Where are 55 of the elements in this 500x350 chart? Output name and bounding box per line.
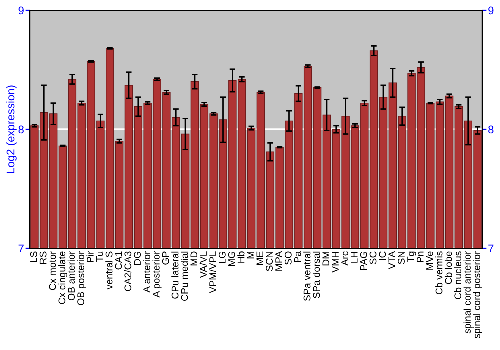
x-tick-label: SCN xyxy=(266,252,273,272)
y2-tick-label: 8 xyxy=(488,126,494,134)
x-tick-label: MD xyxy=(190,252,198,266)
x-tick-label: Cx motor xyxy=(49,251,56,290)
x-tick-label: MG xyxy=(228,252,236,266)
x-tick-label: ME xyxy=(256,252,264,266)
x-tick-label: VA/VL xyxy=(200,252,208,278)
x-tick-label: CPu medial xyxy=(181,252,188,302)
x-tick-label: spinal cord posterior xyxy=(473,251,482,339)
x-tick-label: SPa dorsal xyxy=(312,252,320,298)
x-tick-label: CA1 xyxy=(115,252,122,270)
x-tick-label: CA2/CA3 xyxy=(124,252,132,292)
x-tick-label: SPa ventral xyxy=(304,252,311,302)
x-tick-label: SC xyxy=(370,252,377,264)
x-tick-label: SN xyxy=(398,252,405,264)
x-tick-label: LS xyxy=(30,252,38,262)
x-tick-label: IC xyxy=(379,252,386,260)
x-tick-label: RS xyxy=(40,252,47,264)
x-tick-label: Cb vermis xyxy=(436,252,443,295)
x-tick-label: MVe xyxy=(426,252,434,270)
x-tick-label: DG xyxy=(134,252,142,266)
x-tick-label: A anterior xyxy=(143,251,150,293)
x-tick-label: LG xyxy=(218,252,226,264)
x-tick-label: PAG xyxy=(360,252,368,270)
x-tick-label: Cb nucleus xyxy=(454,252,462,300)
x-tick-label: M xyxy=(247,252,254,259)
x-tick-label: SO xyxy=(284,252,292,265)
x-tick-label: VTA xyxy=(388,251,396,270)
x-tick-label: VPM/VPL xyxy=(209,252,216,294)
x-tick-label: Pn xyxy=(417,252,424,262)
x-tick-label: Cx cingulate xyxy=(58,252,68,304)
x-tick-label: OB posterior xyxy=(77,251,86,306)
x-tick-label: OB anterior xyxy=(68,251,76,301)
x-tick-label: LH xyxy=(351,252,358,263)
x-tick-label: GP xyxy=(162,252,170,265)
y2-tick-label: 9 xyxy=(488,6,494,15)
x-tick-label: A posterior xyxy=(152,251,162,298)
x-tick-label: VMH xyxy=(332,252,339,273)
x-tick-label: Cb lobe xyxy=(444,252,452,284)
x-tick-label: spinal cord anterior xyxy=(464,251,473,334)
x-tick-label: MPA xyxy=(276,251,282,271)
x-tick-label: ventral S xyxy=(106,252,113,290)
x-tick-label: Hb xyxy=(238,252,245,263)
y-axis-title: Log2 (expression) xyxy=(6,86,17,174)
x-tick-label: Tg xyxy=(408,252,416,262)
x-tick-label: CPu lateral xyxy=(172,252,179,299)
x-tick-label: Arc xyxy=(342,252,348,266)
x-tick-label: Pa xyxy=(294,251,302,262)
y-tick-label: 9 xyxy=(18,6,24,15)
y-tick-label: 7 xyxy=(18,244,24,253)
y-tick-label: 8 xyxy=(18,126,24,134)
y2-tick-label: 7 xyxy=(488,244,494,253)
x-tick-label: Tu xyxy=(96,252,104,262)
x-tick-label: Pir xyxy=(86,251,94,262)
x-tick-label: DM xyxy=(322,252,330,266)
